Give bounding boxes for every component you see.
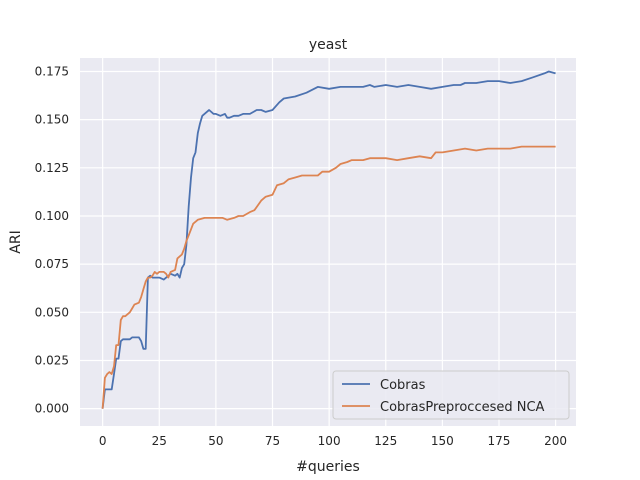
legend-box — [332, 370, 570, 420]
y-tick-label: 0.075 — [35, 257, 69, 271]
legend-label: Cobras — [380, 378, 426, 393]
x-tick-label: 75 — [265, 434, 280, 448]
tick-labels: 0 25 50 75 100 125 150 175 200 0.000 0.025 0.050 0.0… — [35, 64, 567, 448]
series-line-1 — [101, 70, 556, 409]
y-tick-label: 0.025 — [35, 353, 69, 367]
y-tick-label: 0.175 — [35, 64, 69, 78]
y-tick-label: 0.100 — [35, 209, 69, 223]
x-tick-label: 50 — [208, 434, 223, 448]
x-tick-label: 200 — [544, 434, 567, 448]
legend-label: CobrasPreproccesed NCA — [380, 400, 545, 415]
x-tick-label: 25 — [152, 434, 167, 448]
series-line-2 — [101, 145, 556, 409]
y-tick-label: 0.050 — [35, 305, 69, 319]
chart-title: yeast — [309, 37, 348, 53]
x-tick-label: 150 — [431, 434, 454, 448]
series-group — [101, 70, 556, 409]
y-axis-label: ARI — [8, 230, 24, 253]
x-tick-label: 100 — [318, 434, 341, 448]
y-tick-label: 0.125 — [35, 161, 69, 175]
x-tick-label: 125 — [374, 434, 397, 448]
x-axis-label: #queries — [296, 459, 360, 475]
y-tick-label: 0.150 — [35, 113, 69, 127]
x-tick-label: 175 — [488, 434, 511, 448]
y-tick-label: 0.000 — [35, 402, 69, 416]
legend: Cobras CobrasPreproccesed NCA — [332, 370, 570, 420]
x-tick-label: 0 — [99, 434, 107, 448]
